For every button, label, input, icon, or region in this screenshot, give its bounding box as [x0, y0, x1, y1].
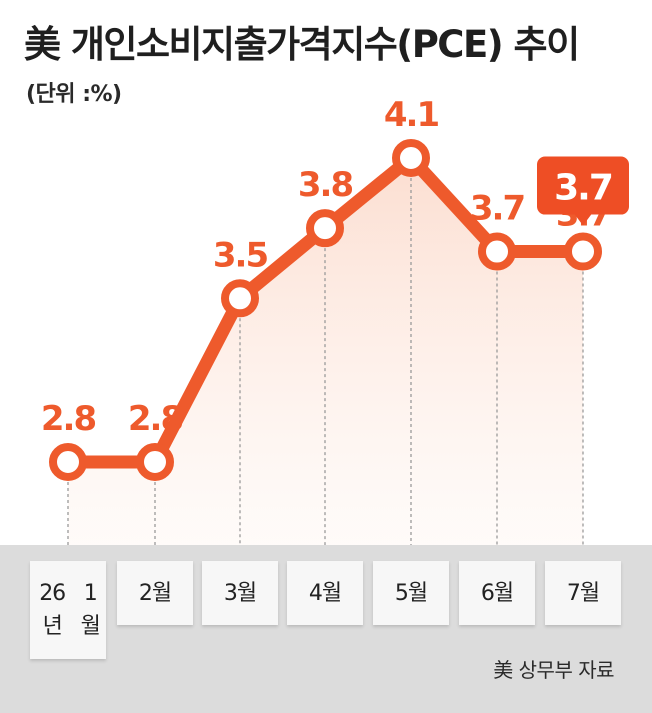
line-chart: 2.82.83.53.84.13.73.73.7 [41, 95, 629, 545]
chart-title: 美 개인소비지출가격지수(PCE) 추이 [24, 23, 580, 66]
data-label-0: 2.8 [41, 399, 96, 439]
data-point-4 [392, 138, 430, 177]
category-label-2: 3월 [202, 561, 278, 625]
data-label-2: 3.5 [213, 235, 268, 275]
data-label-1: 2.8 [128, 399, 183, 439]
data-label-5: 3.7 [470, 189, 524, 229]
category-label-3: 4월 [287, 561, 363, 625]
data-point-1 [136, 443, 174, 481]
data-label-3: 3.8 [298, 165, 353, 205]
highlight-callout-box [537, 156, 629, 215]
highlight-callout-pointer [574, 213, 592, 226]
highlight-callout-label: 3.7 [554, 168, 612, 209]
unit-label: (단위 :%) [26, 82, 122, 107]
data-point-5 [478, 232, 516, 271]
category-label-6: 7월 [545, 561, 621, 625]
data-point-3 [306, 209, 344, 248]
data-point-6 [564, 232, 602, 271]
source-note: 美 상무부 자료 [493, 658, 614, 682]
category-label-0: 26년 1월 [30, 561, 106, 659]
data-point-2 [221, 279, 259, 318]
category-label-1: 2월 [117, 561, 193, 625]
category-label-5: 6월 [459, 561, 535, 625]
data-label-4: 4.1 [384, 95, 439, 135]
data-point-0 [49, 443, 87, 481]
category-label-4: 5월 [373, 561, 449, 625]
